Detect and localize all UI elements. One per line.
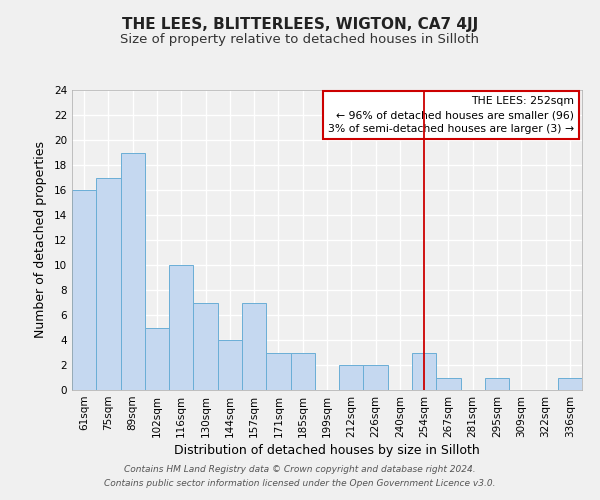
Bar [412, 352, 436, 390]
Bar [72, 190, 96, 390]
Bar [364, 365, 388, 390]
Bar [485, 378, 509, 390]
Bar [218, 340, 242, 390]
Bar [339, 365, 364, 390]
Bar [145, 328, 169, 390]
Bar [242, 302, 266, 390]
Bar [169, 265, 193, 390]
Text: THE LEES: 252sqm
← 96% of detached houses are smaller (96)
3% of semi-detached h: THE LEES: 252sqm ← 96% of detached house… [328, 96, 574, 134]
Text: Size of property relative to detached houses in Silloth: Size of property relative to detached ho… [121, 32, 479, 46]
Y-axis label: Number of detached properties: Number of detached properties [34, 142, 47, 338]
Bar [290, 352, 315, 390]
X-axis label: Distribution of detached houses by size in Silloth: Distribution of detached houses by size … [174, 444, 480, 457]
Bar [558, 378, 582, 390]
Bar [266, 352, 290, 390]
Bar [121, 152, 145, 390]
Bar [96, 178, 121, 390]
Bar [193, 302, 218, 390]
Bar [436, 378, 461, 390]
Text: THE LEES, BLITTERLEES, WIGTON, CA7 4JJ: THE LEES, BLITTERLEES, WIGTON, CA7 4JJ [122, 18, 478, 32]
Text: Contains HM Land Registry data © Crown copyright and database right 2024.
Contai: Contains HM Land Registry data © Crown c… [104, 466, 496, 487]
